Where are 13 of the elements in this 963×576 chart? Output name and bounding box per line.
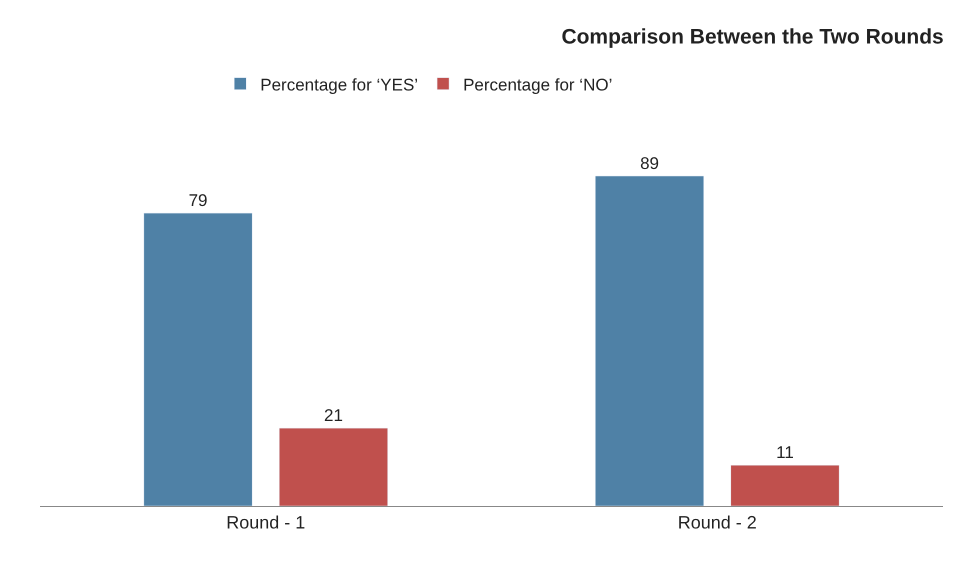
chart-title: Comparison Between the Two Rounds bbox=[561, 26, 944, 48]
x-tick-label: Round - 2 bbox=[678, 512, 757, 533]
data-label: 21 bbox=[324, 406, 343, 426]
x-tick-label: Round - 1 bbox=[226, 512, 306, 533]
bar bbox=[279, 428, 388, 506]
bar bbox=[730, 464, 840, 506]
bar bbox=[144, 212, 252, 506]
data-label: 11 bbox=[776, 443, 794, 462]
legend-label: Percentage for ‘NO’ bbox=[463, 75, 612, 94]
legend-label: Percentage for ‘YES’ bbox=[260, 75, 418, 94]
bar bbox=[595, 176, 704, 506]
data-label: 79 bbox=[188, 191, 208, 210]
data-label: 89 bbox=[640, 154, 659, 173]
